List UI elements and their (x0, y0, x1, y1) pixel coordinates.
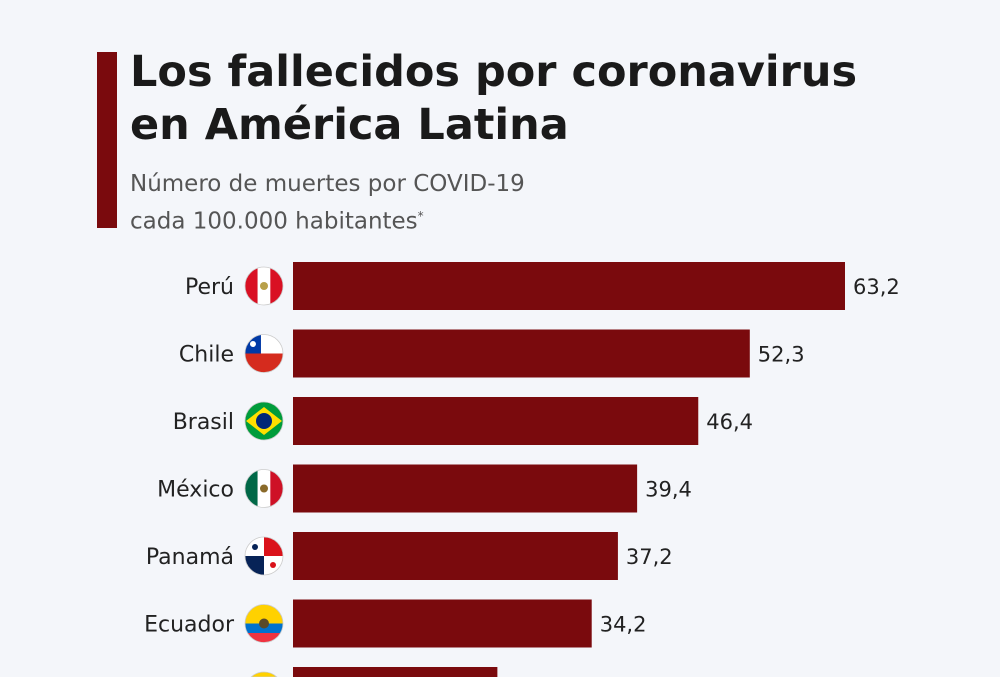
value-label: 37,2 (626, 545, 673, 569)
title-accent-bar (97, 52, 117, 228)
brazil-flag-icon (245, 402, 283, 440)
footnote-mark: * (417, 209, 424, 223)
value-label: 46,4 (706, 410, 753, 434)
bar-5 (293, 532, 618, 580)
value-label: 52,3 (758, 343, 805, 367)
subtitle-line-2: cada 100.000 habitantes (130, 208, 418, 235)
flag-border (244, 334, 284, 373)
category-label: Perú (185, 275, 234, 300)
bar-6 (293, 599, 592, 648)
peru-flag-icon (245, 267, 283, 305)
category-label: Chile (179, 343, 234, 368)
value-label: 34,2 (600, 613, 647, 637)
ecuador-flag-icon (245, 604, 283, 643)
chart-subtitle: Número de muertes por COVID-19 cada 100.0… (130, 168, 525, 238)
title-line-1: Los fallecidos por coronavirus (130, 47, 858, 97)
flag-border (244, 401, 284, 441)
bar-1 (293, 262, 845, 310)
bar-4 (293, 464, 638, 513)
bar-7 (293, 667, 498, 677)
category-label: México (157, 478, 234, 503)
yellow-flag-icon (250, 671, 278, 677)
title-line-2: en América Latina (130, 100, 569, 150)
category-label: Brasil (173, 410, 234, 435)
value-label: 39,4 (645, 478, 692, 502)
flag-border (244, 604, 284, 643)
subtitle-line-1: Número de muertes por COVID-19 (130, 171, 525, 197)
category-label: Panamá (146, 545, 234, 570)
chile-flag-icon (245, 334, 283, 373)
flag-border (244, 469, 284, 508)
flag-border (244, 536, 284, 576)
chart-title: Los fallecidos por coronavirus en América… (130, 46, 857, 152)
flag-border (244, 266, 284, 306)
value-label: 63,2 (853, 275, 900, 299)
bar-3 (293, 397, 699, 445)
category-label: Ecuador (144, 613, 235, 638)
bar-2 (293, 329, 750, 378)
mexico-flag-icon (245, 469, 283, 508)
